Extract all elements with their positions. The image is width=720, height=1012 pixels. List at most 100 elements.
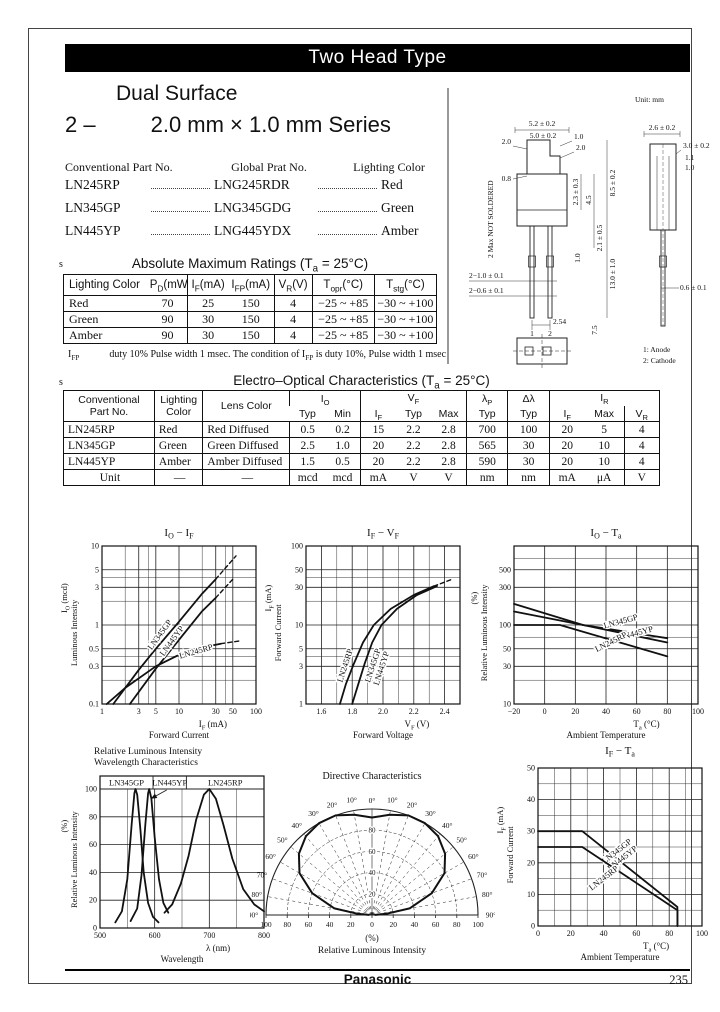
svg-text:10: 10 — [527, 890, 535, 899]
table-cell: Amber Diffused — [202, 453, 290, 470]
svg-text:800: 800 — [258, 931, 270, 940]
dim-d7: 7.5 — [590, 325, 599, 335]
abs-max-footnote: IFP duty 10% Pulse width 1 msec. The cond… — [68, 349, 448, 362]
dim-front-width: 5.2 ± 0.2 — [529, 119, 556, 128]
dotted-leader — [151, 177, 210, 189]
dim-d3: 8.5 ± 0.2 — [608, 169, 617, 196]
dim-d2: 4.5 — [584, 195, 593, 205]
svg-text:20: 20 — [389, 920, 397, 929]
svg-text:(%): (%) — [365, 933, 379, 943]
svg-text:20°: 20° — [407, 801, 418, 810]
chart-directive-characteristics: 10°10°20°20°30°30°40°40°50°50°60°60°70°7… — [250, 771, 495, 956]
dim-side-width: 2.6 ± 0.2 — [649, 123, 676, 132]
svg-text:40: 40 — [89, 868, 97, 877]
table-cell: 150 — [241, 328, 260, 342]
table-subheader-row: Typ Min IF Typ Max Typ Typ IF Max VR — [64, 406, 660, 422]
dim-side-d4: 0.6 ± 0.1 — [680, 283, 707, 292]
table-cell: 30 — [507, 453, 550, 470]
dim-front-width2: 5.0 ± 0.2 — [530, 131, 557, 140]
svg-text:Forward Current: Forward Current — [505, 826, 515, 884]
svg-text:80: 80 — [665, 929, 673, 938]
page-border — [28, 28, 692, 984]
svg-text:60: 60 — [89, 840, 97, 849]
pin-1-label: 1 — [530, 329, 534, 338]
table-cell: Green Diffused — [202, 437, 290, 454]
svg-text:60°: 60° — [265, 852, 276, 861]
dim-side-d1: 3.0 ± 0.2 — [683, 141, 710, 150]
table-cell: 5 — [601, 423, 607, 436]
svg-text:40: 40 — [527, 795, 535, 804]
led-body-outline — [516, 173, 568, 227]
svg-text:IF (mA): IF (mA) — [495, 807, 508, 834]
svg-text:LN245RP: LN245RP — [208, 778, 243, 788]
svg-text:Wavelength: Wavelength — [161, 954, 204, 964]
table-cell: 90 — [161, 312, 174, 326]
svg-text:300: 300 — [499, 583, 511, 592]
svg-text:50: 50 — [229, 707, 237, 716]
svg-text:100: 100 — [696, 929, 708, 938]
svg-text:100: 100 — [260, 920, 272, 929]
svg-text:0: 0 — [93, 924, 97, 933]
svg-text:IF (mA): IF (mA) — [263, 585, 276, 612]
table-cell: 30 — [187, 327, 228, 344]
subtitle: Dual Surface — [116, 82, 238, 105]
table-cell: μA — [596, 471, 612, 484]
svg-text:IF − VF: IF − VF — [367, 527, 400, 541]
svg-text:80°: 80° — [482, 890, 493, 899]
table-cell: 30 — [507, 437, 550, 454]
table-cell: LN245RP — [68, 423, 115, 436]
table-header-row: Lighting Color PD(mW)IF(mA)IFP(mA)VR(V)To… — [64, 274, 437, 296]
table-cell: 0.5 — [289, 421, 326, 438]
part-row: LN245RP LNG245RDR Red — [65, 177, 403, 192]
dotted-leader — [318, 177, 377, 189]
table-cell: 2.8 — [441, 455, 456, 468]
table-cell: 4 — [623, 453, 660, 470]
svg-text:1.8: 1.8 — [347, 707, 357, 716]
svg-text:10°: 10° — [387, 795, 398, 804]
dim-head-right1: 1.0 — [574, 132, 584, 141]
svg-text:60: 60 — [305, 920, 313, 929]
svg-text:Relative Luminous Intensity: Relative Luminous Intensity — [318, 946, 426, 956]
table-cell: Amber — [69, 328, 103, 342]
svg-text:50: 50 — [295, 565, 303, 574]
table-cell: 20 — [548, 453, 585, 470]
table-cell: mA — [548, 469, 585, 486]
svg-text:50: 50 — [527, 764, 535, 773]
svg-text:0.5: 0.5 — [89, 644, 99, 653]
group-io: IO — [289, 390, 361, 406]
svg-text:40: 40 — [369, 869, 377, 877]
svg-text:40: 40 — [600, 929, 608, 938]
svg-text:0: 0 — [543, 707, 547, 716]
table-cell: 2.8 — [441, 439, 456, 452]
svg-text:0°: 0° — [369, 796, 376, 805]
svg-text:40: 40 — [326, 920, 334, 929]
package-outline-drawing: Unit: mm 5.2 ± 0.2 5.0 ± 0.2 2.0 1.0 2.0… — [447, 88, 710, 368]
chart-forward-current-vs-ambient-temperature: 0 20 40 60 80 10001020304050LN345GPLN445YPLN2… — [495, 745, 708, 962]
svg-text:100: 100 — [499, 621, 511, 630]
column-header: IF(mA) — [187, 274, 228, 296]
table-cell: 2.2 — [406, 439, 421, 452]
column-header: Lighting Color — [69, 279, 140, 291]
svg-text:30°: 30° — [308, 809, 319, 818]
section-marker: s — [59, 259, 63, 270]
svg-text:30°: 30° — [425, 809, 436, 818]
table-cell: 70 — [161, 296, 174, 310]
svg-text:(%): (%) — [469, 592, 479, 605]
dotted-leader — [318, 200, 377, 212]
eo-title: Electro–Optical Characteristics (Ta = 25… — [233, 373, 490, 392]
abs-max-title: Absolute Maximum Ratings (Ta = 25°C) — [131, 256, 369, 275]
table-cell: 2.2 — [406, 455, 421, 468]
svg-text:30: 30 — [503, 662, 511, 671]
svg-text:IF − Ta: IF − Ta — [605, 745, 635, 759]
svg-text:20: 20 — [571, 707, 579, 716]
table-cell: 1.0 — [335, 439, 350, 452]
column-header: IFP(mA) — [231, 279, 271, 294]
dim-d4: 2.1 ± 0.5 — [595, 224, 604, 251]
svg-text:70°: 70° — [477, 870, 488, 879]
svg-text:20°: 20° — [327, 801, 338, 810]
svg-text:IO (mcd): IO (mcd) — [59, 583, 72, 613]
svg-text:60: 60 — [432, 920, 440, 929]
svg-text:Forward Voltage: Forward Voltage — [353, 730, 413, 740]
table-row: LN345GP Green Green Diffused 2.5 1.0 20 2.2 2.8… — [63, 437, 660, 454]
chart-luminous-intensity-vs-forward-current: 1 3 5 10 30 50 100105310.50.30.1LN345GPLN445YP… — [59, 527, 262, 740]
